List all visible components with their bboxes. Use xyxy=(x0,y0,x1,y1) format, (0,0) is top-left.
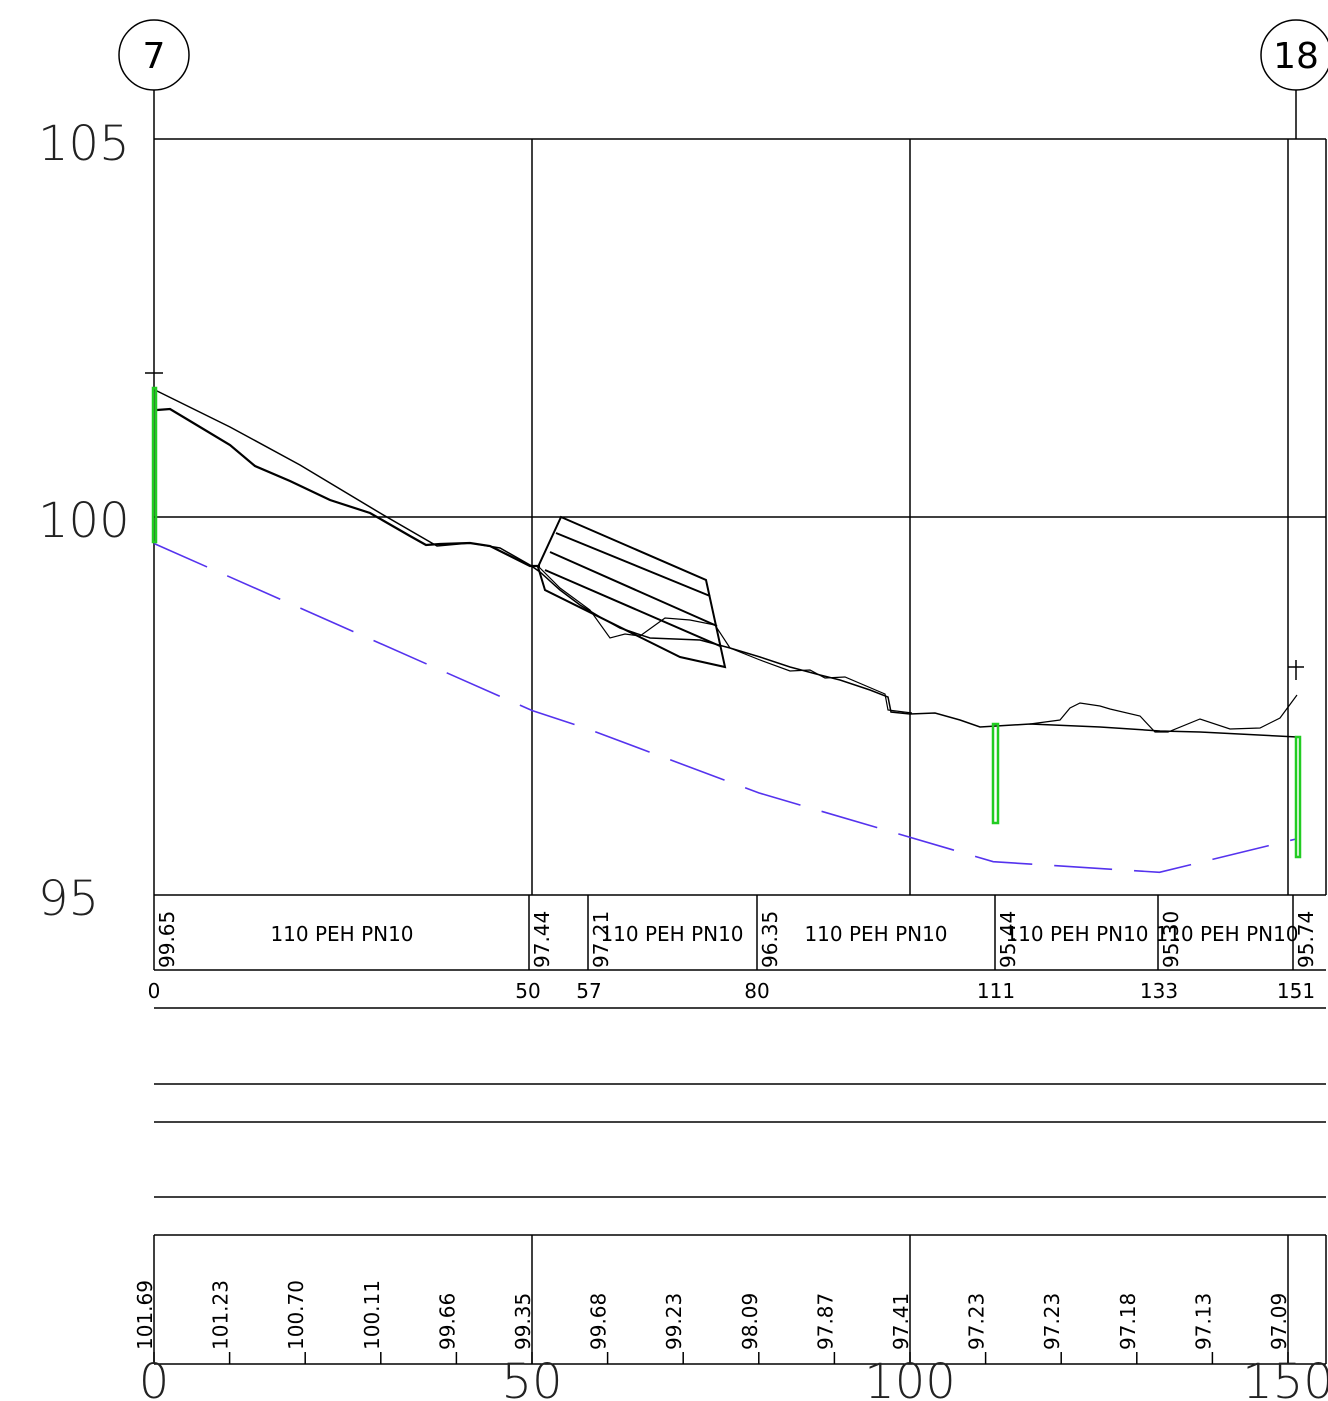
terrain-elevation-value: 97.09 xyxy=(1267,1293,1291,1350)
terrain-table xyxy=(153,1234,1327,1365)
station-151: 151 xyxy=(1277,979,1315,1003)
segment-elev-5: 95.30 xyxy=(1159,911,1183,968)
distance-label-150: 150 xyxy=(1242,1354,1328,1401)
structure-outline xyxy=(536,515,727,669)
node-label-end: 18 xyxy=(1273,36,1319,77)
terrain-elevation-value: 101.69 xyxy=(133,1280,157,1350)
segment-label-0: 110 PEH PN10 xyxy=(270,922,413,946)
terrain-elevation-value: 97.13 xyxy=(1191,1293,1215,1350)
empty-table-rows xyxy=(154,1083,1326,1198)
terrain-elevation-value: 97.23 xyxy=(1040,1293,1064,1350)
node-marker-start: 7 xyxy=(118,19,190,139)
segment-elev-4: 95.44 xyxy=(996,911,1020,968)
segment-elev-3: 96.35 xyxy=(758,911,782,968)
distance-label-0: 0 xyxy=(139,1354,170,1401)
cross-marks xyxy=(145,372,1304,680)
station-0: 0 xyxy=(148,979,161,1003)
segment-elev-end: 95.74 xyxy=(1294,911,1318,968)
terrain-elevation-value: 97.18 xyxy=(1116,1293,1140,1350)
elevation-label-105: 105 xyxy=(38,116,130,172)
terrain-elevation-value: 99.23 xyxy=(662,1293,686,1350)
distance-label-50: 50 xyxy=(501,1354,562,1401)
manhole-markers xyxy=(151,386,1302,859)
segment-label-4: 110 PEH PN10 xyxy=(1005,922,1148,946)
elevation-label-95: 95 xyxy=(38,871,99,927)
station-57: 57 xyxy=(576,979,601,1003)
terrain-elevation-value: 101.23 xyxy=(209,1280,233,1350)
pipe-table-text: 99.65 110 PEH PN10 97.44 97.21 110 PEH P… xyxy=(148,911,1318,1003)
pipe-invert-line xyxy=(153,542,1296,874)
elevation-label-100: 100 xyxy=(38,493,130,549)
station-111: 111 xyxy=(977,979,1015,1003)
segment-label-3: 110 PEH PN10 xyxy=(804,922,947,946)
segment-label-2: 110 PEH PN10 xyxy=(600,922,743,946)
terrain-elevation-value: 100.70 xyxy=(284,1280,308,1350)
station-133: 133 xyxy=(1140,979,1178,1003)
terrain-lines xyxy=(154,389,1298,738)
terrain-elevation-value: 99.68 xyxy=(587,1293,611,1350)
segment-elev-0: 99.65 xyxy=(155,911,179,968)
profile-grid xyxy=(153,138,1327,896)
node-label-start: 7 xyxy=(143,36,166,77)
station-50: 50 xyxy=(515,979,540,1003)
terrain-elevation-value: 97.87 xyxy=(813,1293,837,1350)
terrain-elevation-value: 99.66 xyxy=(435,1293,459,1350)
terrain-elevation-value: 97.23 xyxy=(965,1293,989,1350)
node-marker-end: 18 xyxy=(1260,19,1328,139)
terrain-elevation-value: 99.35 xyxy=(511,1293,535,1350)
terrain-elevation-value: 100.11 xyxy=(360,1280,384,1350)
terrain-elevation-value: 98.09 xyxy=(738,1293,762,1350)
terrain-elevation-value: 97.41 xyxy=(889,1293,913,1350)
pipe-table xyxy=(153,895,1326,1009)
segment-label-5: 110 PEH PN10 xyxy=(1155,922,1298,946)
distance-label-100: 100 xyxy=(864,1354,956,1401)
terrain-ticks xyxy=(153,1352,1289,1364)
segment-elev-2: 97.21 xyxy=(589,911,613,968)
segment-elev-1: 97.44 xyxy=(530,911,554,968)
terrain-values: 101.69 101.23 100.70 100.11 99.66 99.35 99.68 9… xyxy=(133,1280,1291,1350)
station-80: 80 xyxy=(744,979,769,1003)
